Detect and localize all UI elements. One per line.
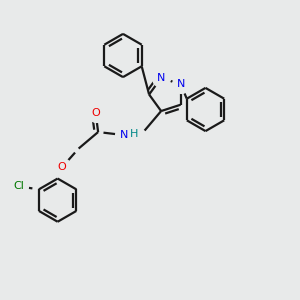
Text: N: N xyxy=(176,79,185,89)
Text: N: N xyxy=(119,130,128,140)
Text: Cl: Cl xyxy=(13,181,24,191)
Text: N: N xyxy=(157,73,165,83)
Text: H: H xyxy=(130,129,138,139)
Text: O: O xyxy=(91,108,100,118)
Text: O: O xyxy=(58,162,67,172)
